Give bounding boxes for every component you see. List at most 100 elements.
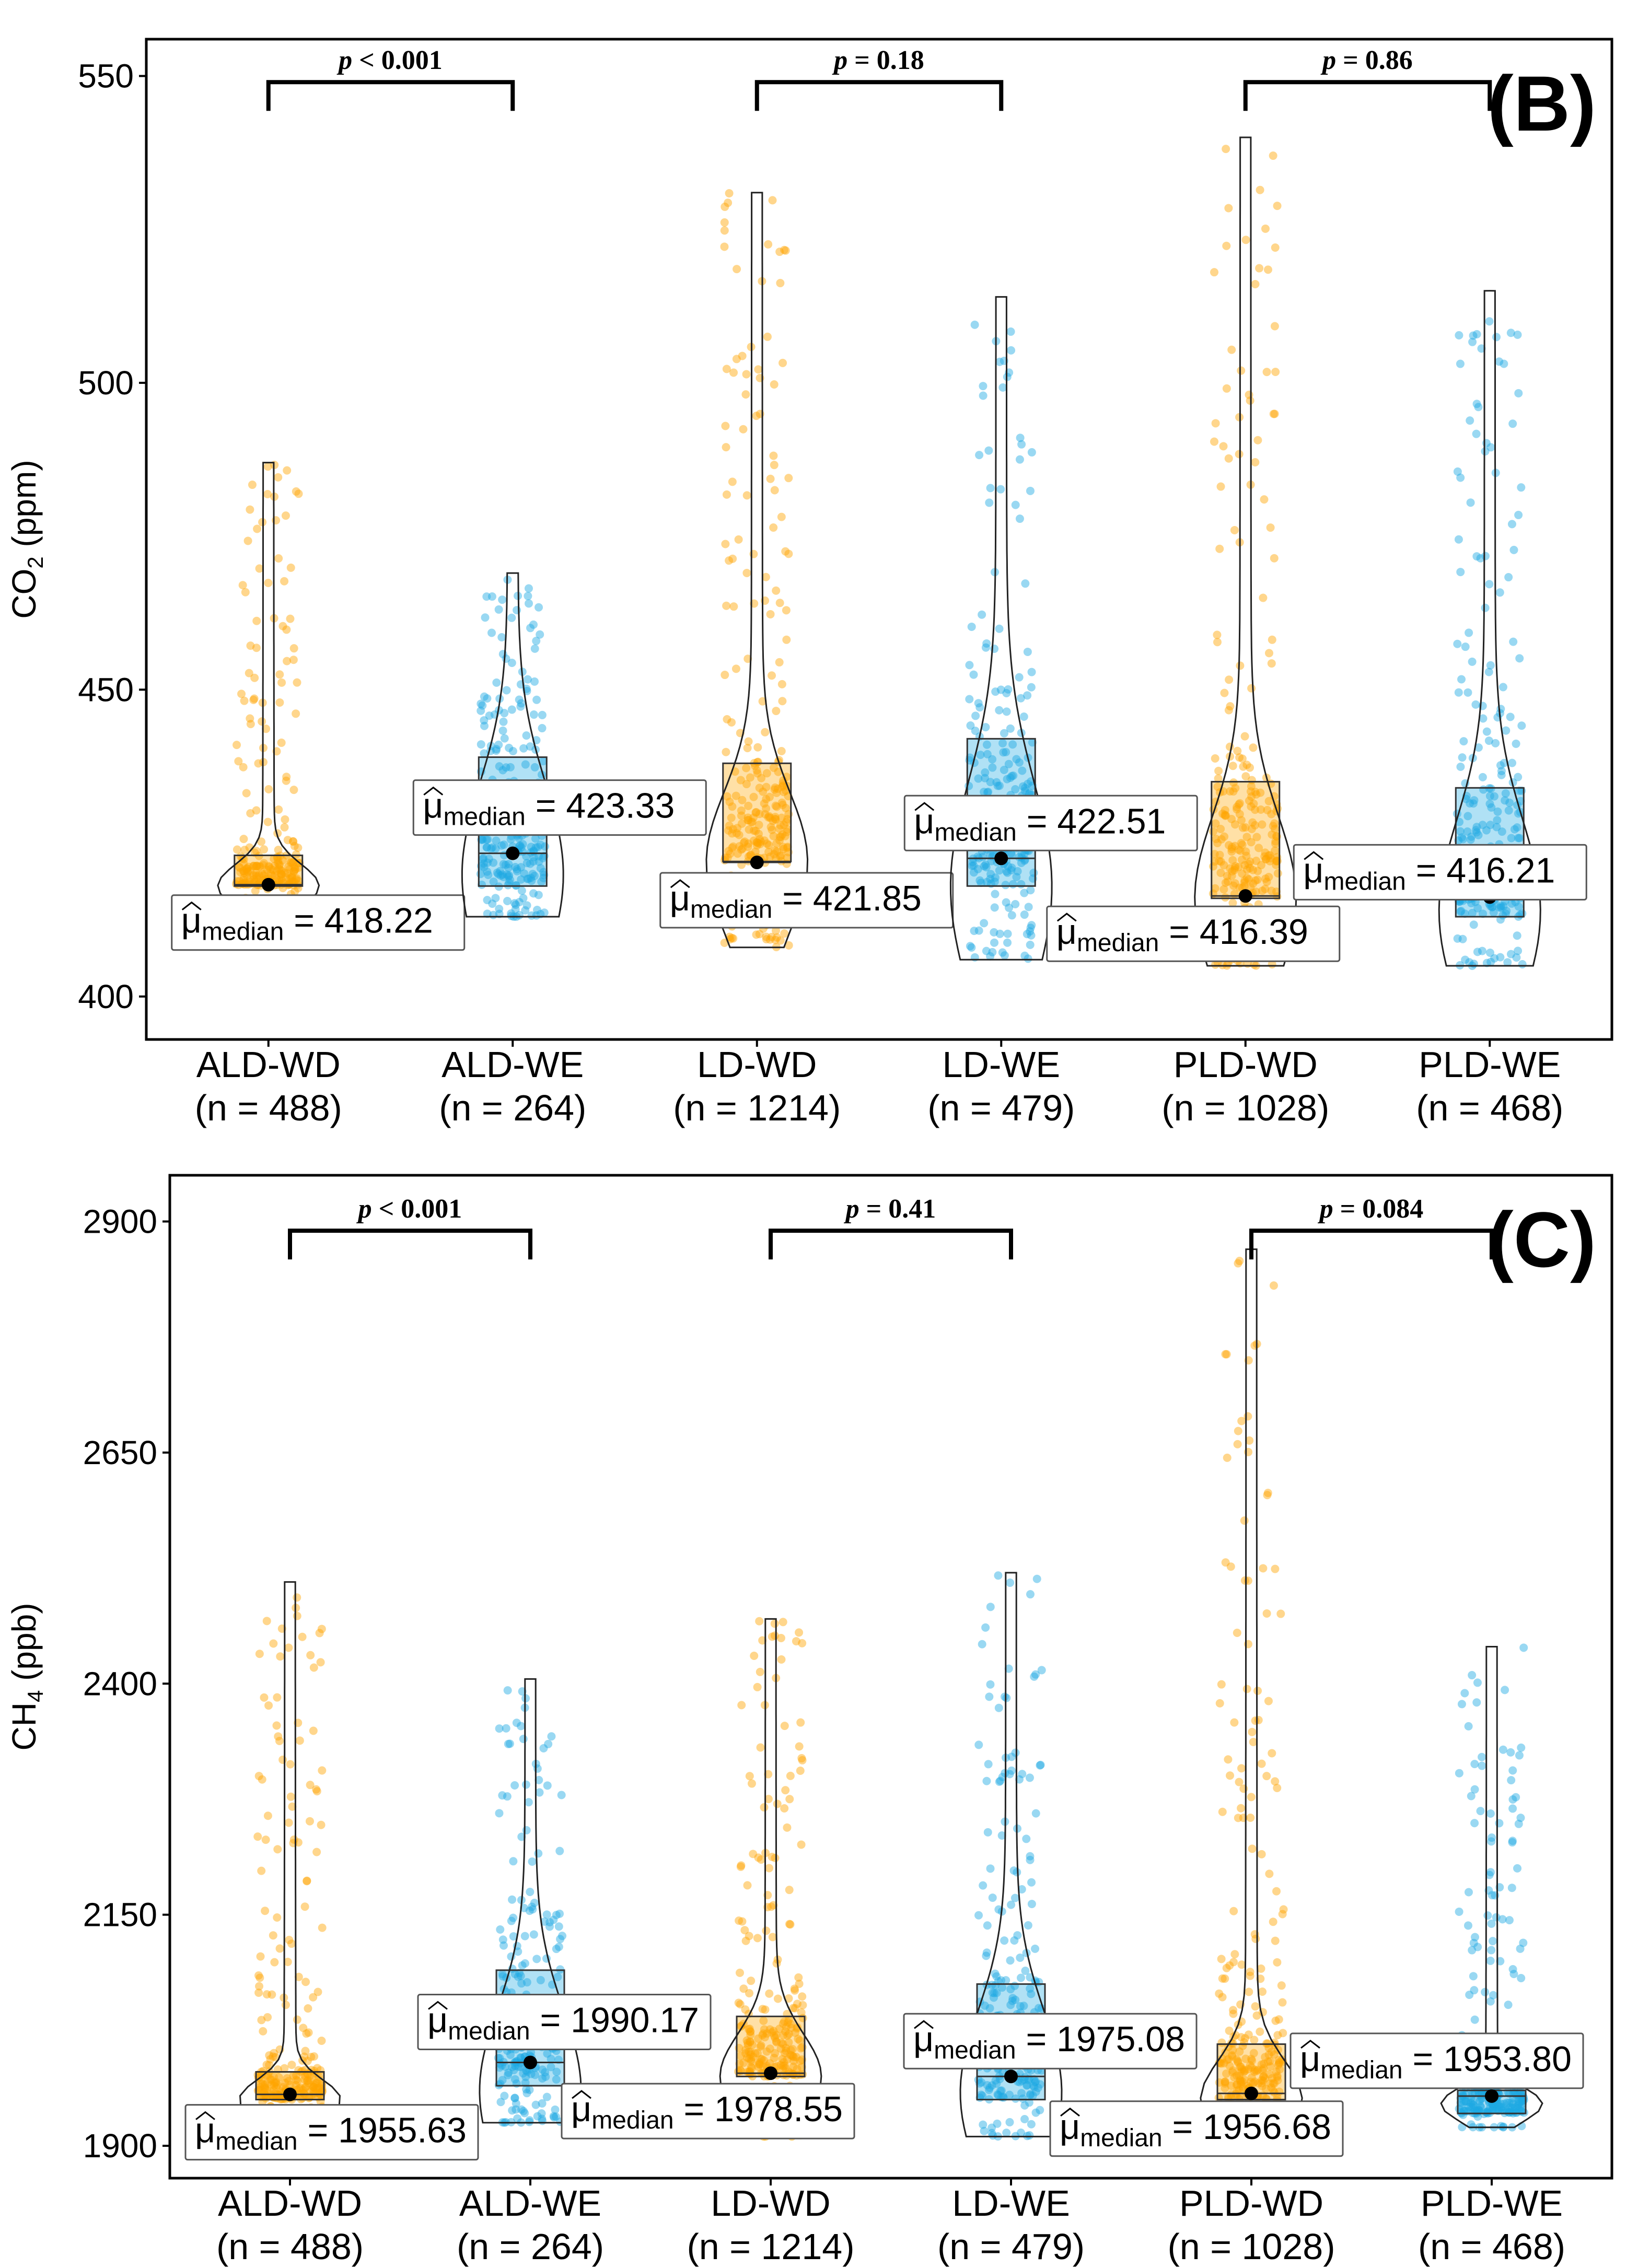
data-point	[731, 664, 740, 673]
data-point	[1453, 639, 1462, 648]
data-point	[1457, 675, 1466, 684]
data-point	[1515, 1751, 1524, 1760]
data-point	[752, 930, 761, 939]
data-point	[1235, 883, 1244, 892]
data-point	[968, 858, 977, 867]
data-point	[287, 872, 296, 881]
data-point	[1240, 732, 1249, 741]
data-point	[262, 1990, 271, 1999]
data-point	[495, 904, 504, 913]
data-point	[277, 876, 286, 885]
data-point	[1501, 1686, 1509, 1694]
data-point	[1240, 1516, 1249, 1525]
data-point	[739, 425, 748, 434]
data-point	[1261, 874, 1270, 883]
data-point	[771, 814, 780, 823]
x-tick-n-label: (n = 264)	[457, 2226, 604, 2267]
data-point	[519, 894, 528, 903]
data-point	[1512, 739, 1520, 748]
data-point	[777, 680, 786, 688]
data-point	[495, 1724, 504, 1733]
data-point	[986, 778, 995, 787]
median-point	[261, 878, 275, 892]
data-point	[980, 788, 989, 797]
y-tick-label: 2150	[83, 1896, 157, 1934]
data-point	[979, 382, 988, 391]
data-point	[261, 1907, 270, 1915]
data-point	[777, 813, 786, 822]
data-point	[496, 1925, 505, 1934]
data-point	[536, 840, 545, 849]
data-point	[1234, 1814, 1242, 1822]
data-point	[1007, 346, 1016, 355]
data-point	[479, 855, 487, 863]
data-point	[776, 1634, 785, 1643]
data-point	[778, 697, 787, 706]
data-point	[488, 843, 497, 852]
data-point	[527, 843, 536, 851]
data-point	[1002, 867, 1011, 876]
data-point	[239, 835, 248, 844]
data-point	[1456, 359, 1465, 368]
data-point	[481, 613, 490, 622]
data-point	[975, 703, 984, 712]
x-tick-n-label: (n = 468)	[1416, 1088, 1563, 1128]
data-point	[237, 689, 246, 698]
data-point	[233, 741, 241, 750]
data-point	[1463, 688, 1472, 697]
data-point	[535, 1788, 544, 1797]
data-point	[1022, 1834, 1031, 1843]
data-point	[492, 746, 501, 755]
data-point	[242, 789, 251, 798]
data-point	[283, 869, 292, 878]
data-point	[1247, 684, 1256, 693]
data-point	[999, 748, 1008, 757]
data-point	[522, 859, 531, 868]
data-point	[252, 644, 261, 652]
data-point	[1235, 810, 1244, 819]
data-point	[274, 554, 283, 563]
data-point	[1454, 535, 1463, 544]
data-point	[1469, 331, 1478, 340]
data-point	[778, 782, 787, 791]
data-point	[981, 643, 990, 652]
data-point	[1486, 1809, 1495, 1818]
data-point	[1009, 771, 1018, 780]
data-point	[781, 803, 790, 812]
data-point	[751, 826, 760, 835]
data-point	[971, 711, 980, 720]
data-point	[289, 644, 298, 653]
group-ld-we: LD-WE(n = 479) μmedian = 422.51	[903, 296, 1198, 1128]
data-point	[283, 657, 292, 665]
data-point	[769, 832, 778, 840]
data-point	[277, 867, 286, 875]
data-point	[1023, 930, 1031, 939]
data-point	[994, 1571, 1003, 1580]
data-point	[1020, 2115, 1029, 2124]
data-point	[240, 846, 249, 855]
data-point	[1470, 2015, 1479, 2024]
data-point	[524, 592, 532, 601]
data-point	[1234, 845, 1243, 854]
data-point	[1211, 754, 1219, 763]
data-point	[316, 1658, 325, 1667]
data-point	[772, 707, 781, 716]
data-point	[293, 2015, 301, 2024]
data-point	[483, 896, 492, 905]
data-point	[522, 2089, 531, 2098]
data-point	[1470, 1819, 1479, 1828]
data-point	[239, 855, 248, 864]
data-point	[1514, 773, 1523, 781]
data-point	[530, 871, 539, 880]
data-point	[1006, 1579, 1015, 1587]
data-point	[986, 1864, 995, 1873]
data-point	[243, 536, 252, 545]
data-point	[720, 226, 729, 235]
data-point	[529, 853, 538, 862]
data-point	[512, 1718, 521, 1727]
data-point	[286, 858, 295, 867]
data-point	[309, 1726, 318, 1735]
data-point	[530, 763, 539, 771]
data-point	[771, 783, 780, 792]
data-point	[1027, 448, 1036, 457]
